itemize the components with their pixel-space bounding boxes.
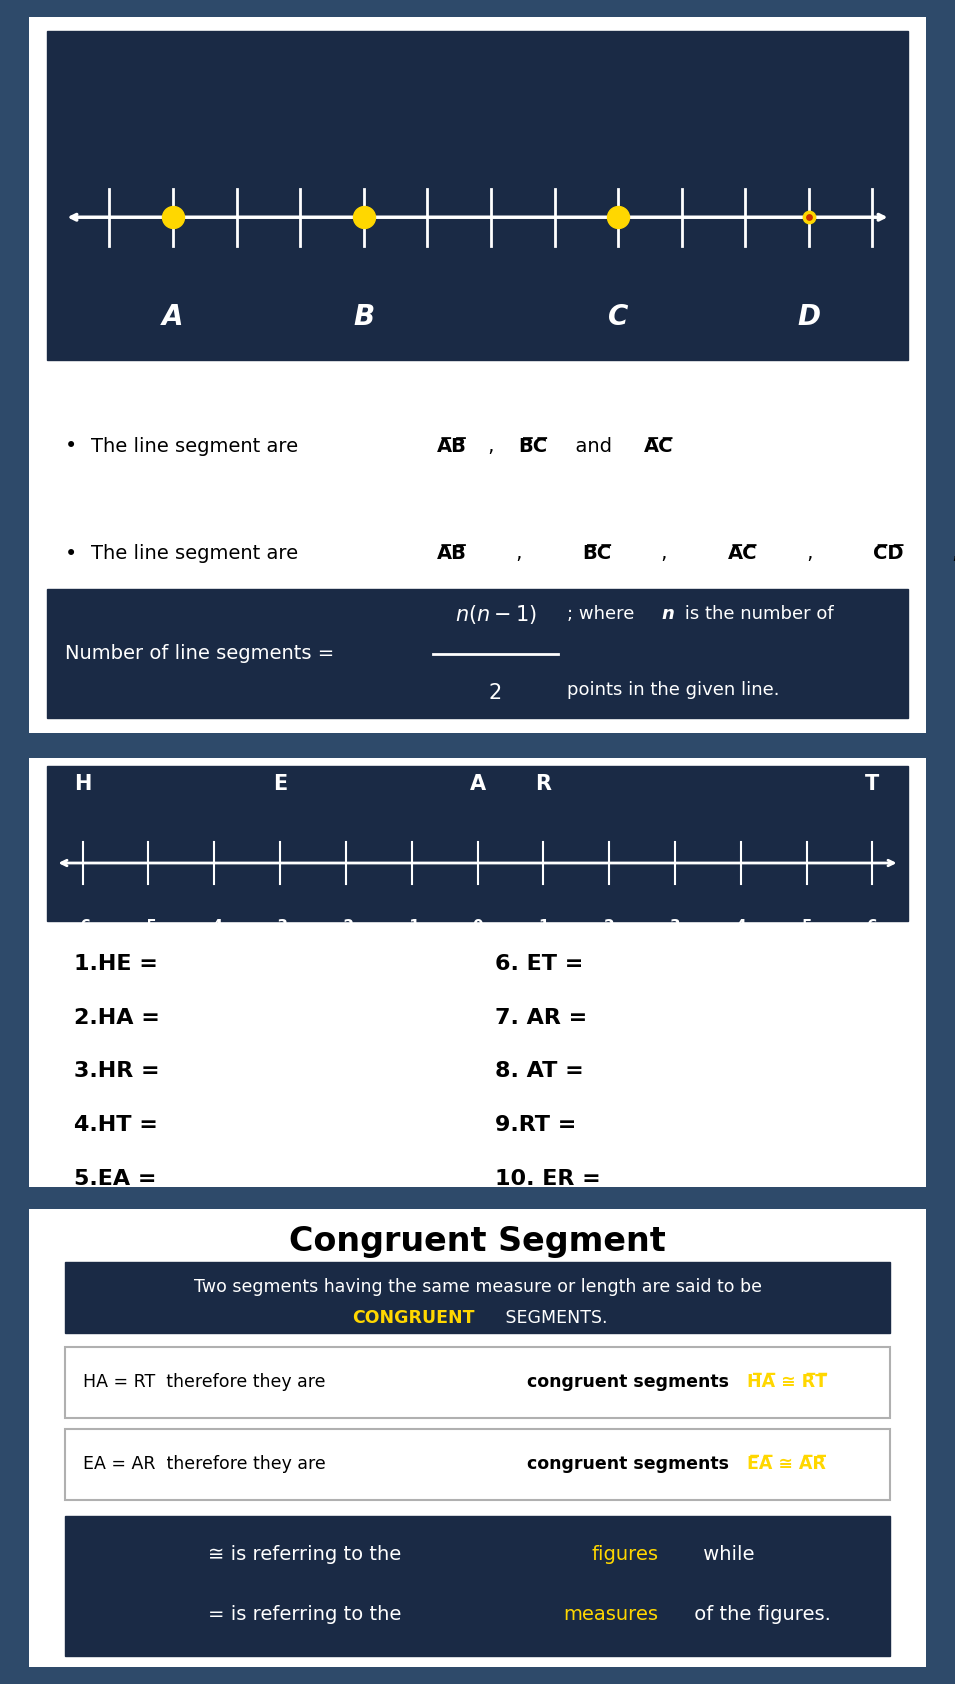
Text: figures: figures (591, 1546, 659, 1564)
FancyBboxPatch shape (65, 1261, 890, 1332)
Text: C: C (608, 303, 628, 332)
Text: -3: -3 (271, 919, 288, 935)
Text: ,: , (510, 544, 522, 562)
Text: The line segment are: The line segment are (92, 436, 311, 456)
Text: congruent segments: congruent segments (527, 1455, 729, 1474)
Text: H: H (74, 775, 91, 795)
Text: SEGMENTS.: SEGMENTS. (500, 1308, 607, 1327)
Text: CONGRUENT: CONGRUENT (351, 1308, 475, 1327)
Text: $n(n-1)$: $n(n-1)$ (455, 603, 537, 626)
Text: The line segment are: The line segment are (92, 544, 311, 562)
Text: of the figures.: of the figures. (689, 1605, 832, 1623)
Text: Congruent Segment: Congruent Segment (289, 1224, 666, 1258)
FancyBboxPatch shape (20, 10, 935, 739)
Text: 4: 4 (735, 919, 746, 935)
Text: Number of line segments =: Number of line segments = (65, 645, 334, 663)
FancyBboxPatch shape (47, 30, 908, 360)
Text: 10. ER =: 10. ER = (496, 1169, 602, 1189)
Text: 6: 6 (867, 919, 878, 935)
Text: •: • (65, 544, 76, 564)
Text: 7. AR =: 7. AR = (496, 1007, 587, 1027)
Text: while: while (697, 1546, 755, 1564)
Text: 9.RT =: 9.RT = (496, 1115, 577, 1135)
Text: ,: , (482, 436, 495, 456)
Text: 2.HA =: 2.HA = (74, 1007, 159, 1027)
Text: C̅D̅: C̅D̅ (874, 544, 903, 562)
Text: -2: -2 (337, 919, 354, 935)
Text: 4.HT =: 4.HT = (74, 1115, 158, 1135)
Text: ≅ is referring to the: ≅ is referring to the (208, 1546, 408, 1564)
Point (801, 204, 817, 231)
Point (165, 204, 180, 231)
Text: 3: 3 (669, 919, 680, 935)
FancyBboxPatch shape (65, 1516, 890, 1655)
Text: A: A (162, 303, 183, 332)
Point (801, 204, 817, 231)
Text: B̅C̅: B̅C̅ (518, 436, 547, 456)
Text: 6. ET =: 6. ET = (496, 953, 584, 973)
Text: HA = RT  therefore they are: HA = RT therefore they are (82, 1372, 330, 1391)
Text: ,: , (946, 544, 955, 562)
Text: 8. AT =: 8. AT = (496, 1061, 584, 1081)
Text: 1.HE =: 1.HE = (74, 953, 158, 973)
Text: is the number of: is the number of (680, 606, 834, 623)
Text: = is referring to the: = is referring to the (208, 1605, 408, 1623)
Text: measures: measures (562, 1605, 658, 1623)
FancyBboxPatch shape (20, 1204, 935, 1672)
Text: A̅B̅: A̅B̅ (437, 544, 467, 562)
Text: Two segments having the same measure or length are said to be: Two segments having the same measure or … (194, 1278, 761, 1297)
Text: 2: 2 (604, 919, 614, 935)
Text: ; where: ; where (567, 606, 641, 623)
Text: T: T (865, 775, 880, 795)
Text: 5: 5 (801, 919, 812, 935)
Point (356, 204, 371, 231)
Text: ,: , (800, 544, 813, 562)
Text: 2: 2 (489, 684, 502, 704)
Text: B̅C̅: B̅C̅ (583, 544, 611, 562)
Text: R: R (536, 775, 551, 795)
Text: E̅A̅ ≅ A̅R̅: E̅A̅ ≅ A̅R̅ (747, 1455, 826, 1474)
Text: A̅C̅: A̅C̅ (644, 436, 673, 456)
Text: H̅A̅ ≅ R̅T̅: H̅A̅ ≅ R̅T̅ (747, 1372, 827, 1391)
Text: congruent segments: congruent segments (527, 1372, 729, 1391)
Text: ,: , (655, 544, 668, 562)
FancyBboxPatch shape (65, 1430, 890, 1500)
Text: B: B (353, 303, 374, 332)
Text: -5: -5 (139, 919, 157, 935)
Text: A̅B̅: A̅B̅ (437, 436, 467, 456)
Text: 1: 1 (538, 919, 548, 935)
Text: •: • (65, 436, 76, 456)
Text: and: and (562, 436, 625, 456)
Text: n: n (662, 606, 674, 623)
Text: -1: -1 (403, 919, 420, 935)
Text: 0: 0 (472, 919, 483, 935)
Text: -6: -6 (74, 919, 91, 935)
FancyBboxPatch shape (47, 589, 908, 717)
Text: D: D (797, 303, 820, 332)
Text: -4: -4 (205, 919, 223, 935)
FancyBboxPatch shape (20, 753, 935, 1192)
Text: A̅C̅: A̅C̅ (728, 544, 757, 562)
Text: A: A (470, 775, 485, 795)
Text: E: E (273, 775, 287, 795)
Text: EA = AR  therefore they are: EA = AR therefore they are (82, 1455, 330, 1474)
Text: 5.EA =: 5.EA = (74, 1169, 156, 1189)
FancyBboxPatch shape (47, 766, 908, 921)
Point (610, 204, 626, 231)
Text: 3.HR =: 3.HR = (74, 1061, 159, 1081)
Text: points in the given line.: points in the given line. (567, 680, 780, 699)
FancyBboxPatch shape (65, 1347, 890, 1418)
